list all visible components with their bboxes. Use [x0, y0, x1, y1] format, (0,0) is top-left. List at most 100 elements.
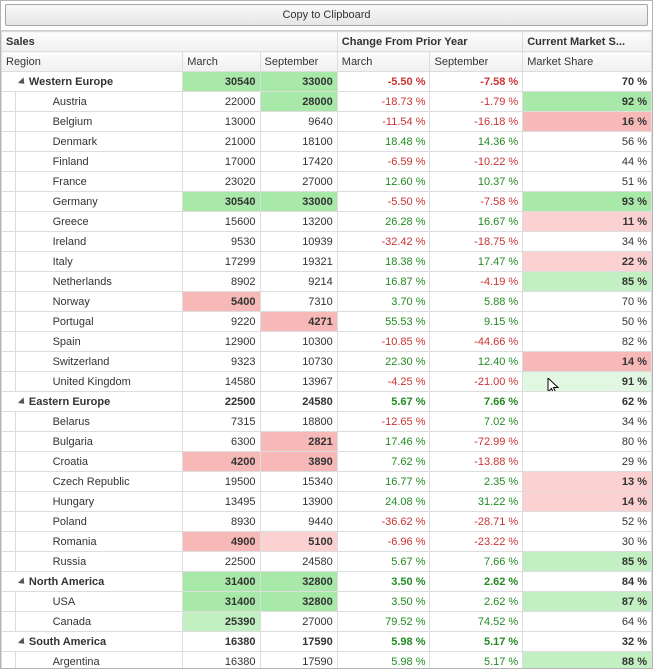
indent-cell — [16, 592, 39, 612]
header-market-group[interactable]: Current Market S... — [523, 32, 652, 52]
indent-cell — [2, 112, 16, 132]
table-row[interactable]: Argentina16380175905.98 %5.17 %88 % — [2, 652, 652, 669]
indent-cell — [16, 452, 39, 472]
cell-sales-september: 15340 — [260, 472, 337, 492]
cell-sales-march: 23020 — [183, 172, 260, 192]
table-row[interactable]: USA31400328003.50 %2.62 %87 % — [2, 592, 652, 612]
cell-market-share: 16 % — [523, 112, 652, 132]
cell-region: Spain — [39, 332, 183, 352]
cell-sales-march: 14580 — [183, 372, 260, 392]
group-name[interactable]: North America — [16, 572, 183, 592]
cell-sales-september: 2821 — [260, 432, 337, 452]
group-name[interactable]: Western Europe — [16, 72, 183, 92]
header-market-share[interactable]: Market Share — [523, 52, 652, 72]
cell-sales-september: 13967 — [260, 372, 337, 392]
cell-market-share: 14 % — [523, 492, 652, 512]
table-row[interactable]: Russia22500245805.67 %7.66 %85 % — [2, 552, 652, 572]
cell-sales-september: 10300 — [260, 332, 337, 352]
header-sales-march[interactable]: March — [183, 52, 260, 72]
table-row[interactable]: Belarus731518800-12.65 %7.02 %34 % — [2, 412, 652, 432]
indent-cell — [16, 552, 39, 572]
cell-market-share: 64 % — [523, 612, 652, 632]
cell-sales-march: 5400 — [183, 292, 260, 312]
cell-market-share: 22 % — [523, 252, 652, 272]
header-region[interactable]: Region — [2, 52, 183, 72]
indent-cell — [2, 432, 16, 452]
cell-region: Portugal — [39, 312, 183, 332]
indent-cell — [2, 612, 16, 632]
table-row[interactable]: Denmark210001810018.48 %14.36 %56 % — [2, 132, 652, 152]
table-row[interactable]: Canada253902700079.52 %74.52 %64 % — [2, 612, 652, 632]
cell-change-march: 18.38 % — [337, 252, 430, 272]
header-sales-group[interactable]: Sales — [2, 32, 338, 52]
indent-cell — [2, 72, 16, 92]
table-row[interactable]: Poland89309440-36.62 %-28.71 %52 % — [2, 512, 652, 532]
cell-market-share: 85 % — [523, 552, 652, 572]
table-row[interactable]: Switzerland93231073022.30 %12.40 %14 % — [2, 352, 652, 372]
table-row[interactable]: France230202700012.60 %10.37 %51 % — [2, 172, 652, 192]
cell-sales-march: 17299 — [183, 252, 260, 272]
expand-icon[interactable] — [18, 77, 27, 86]
group-row[interactable]: Eastern Europe22500245805.67 %7.66 %62 % — [2, 392, 652, 412]
table-row[interactable]: Belgium130009640-11.54 %-16.18 %16 % — [2, 112, 652, 132]
cell-change-march: -12.65 % — [337, 412, 430, 432]
cell-market-share: 34 % — [523, 232, 652, 252]
table-row[interactable]: Bulgaria6300282117.46 %-72.99 %80 % — [2, 432, 652, 452]
header-change-september[interactable]: September — [430, 52, 523, 72]
cell-sales-september: 17420 — [260, 152, 337, 172]
cell-sales-september: 32800 — [260, 592, 337, 612]
cell-change-september: -1.79 % — [430, 92, 523, 112]
cell-sales-march: 31400 — [183, 572, 260, 592]
indent-cell — [2, 572, 16, 592]
cell-change-march: -6.96 % — [337, 532, 430, 552]
cell-change-september: 2.62 % — [430, 572, 523, 592]
header-sales-september[interactable]: September — [260, 52, 337, 72]
header-change-group[interactable]: Change From Prior Year — [337, 32, 522, 52]
cell-sales-september: 24580 — [260, 392, 337, 412]
cell-change-march: 7.62 % — [337, 452, 430, 472]
cell-sales-march: 16380 — [183, 632, 260, 652]
group-name[interactable]: South America — [16, 632, 183, 652]
cell-change-march: -32.42 % — [337, 232, 430, 252]
copy-clipboard-button[interactable]: Copy to Clipboard — [5, 4, 648, 26]
table-row[interactable]: Portugal9220427155.53 %9.15 %50 % — [2, 312, 652, 332]
table-row[interactable]: Finland1700017420-6.59 %-10.22 %44 % — [2, 152, 652, 172]
indent-cell — [16, 132, 39, 152]
cell-change-september: -7.58 % — [430, 192, 523, 212]
table-row[interactable]: Greece156001320026.28 %16.67 %11 % — [2, 212, 652, 232]
table-row[interactable]: Croatia420038907.62 %-13.88 %29 % — [2, 452, 652, 472]
table-row[interactable]: United Kingdom1458013967-4.25 %-21.00 %9… — [2, 372, 652, 392]
cell-market-share: 14 % — [523, 352, 652, 372]
table-row[interactable]: Romania49005100-6.96 %-23.22 %30 % — [2, 532, 652, 552]
group-row[interactable]: Western Europe3054033000-5.50 %-7.58 %70… — [2, 72, 652, 92]
cell-sales-march: 30540 — [183, 72, 260, 92]
cell-change-september: 9.15 % — [430, 312, 523, 332]
expand-icon[interactable] — [18, 397, 27, 406]
indent-cell — [16, 532, 39, 552]
cell-region: Russia — [39, 552, 183, 572]
table-row[interactable]: Hungary134951390024.08 %31.22 %14 % — [2, 492, 652, 512]
header-change-march[interactable]: March — [337, 52, 430, 72]
cell-market-share: 30 % — [523, 532, 652, 552]
group-row[interactable]: South America16380175905.98 %5.17 %32 % — [2, 632, 652, 652]
cell-sales-september: 9640 — [260, 112, 337, 132]
group-row[interactable]: North America31400328003.50 %2.62 %84 % — [2, 572, 652, 592]
indent-cell — [16, 272, 39, 292]
table-row[interactable]: Czech Republic195001534016.77 %2.35 %13 … — [2, 472, 652, 492]
table-row[interactable]: Germany3054033000-5.50 %-7.58 %93 % — [2, 192, 652, 212]
table-row[interactable]: Norway540073103.70 %5.88 %70 % — [2, 292, 652, 312]
cell-sales-september: 17590 — [260, 652, 337, 669]
cell-change-march: -10.85 % — [337, 332, 430, 352]
expand-icon[interactable] — [18, 637, 27, 646]
group-name[interactable]: Eastern Europe — [16, 392, 183, 412]
indent-cell — [2, 232, 16, 252]
table-row[interactable]: Ireland953010939-32.42 %-18.75 %34 % — [2, 232, 652, 252]
table-row[interactable]: Netherlands8902921416.87 %-4.19 %85 % — [2, 272, 652, 292]
table-row[interactable]: Spain1290010300-10.85 %-44.66 %82 % — [2, 332, 652, 352]
table-row[interactable]: Italy172991932118.38 %17.47 %22 % — [2, 252, 652, 272]
indent-cell — [2, 252, 16, 272]
cell-sales-march: 7315 — [183, 412, 260, 432]
expand-icon[interactable] — [18, 577, 27, 586]
table-row[interactable]: Austria2200028000-18.73 %-1.79 %92 % — [2, 92, 652, 112]
cell-region: Germany — [39, 192, 183, 212]
